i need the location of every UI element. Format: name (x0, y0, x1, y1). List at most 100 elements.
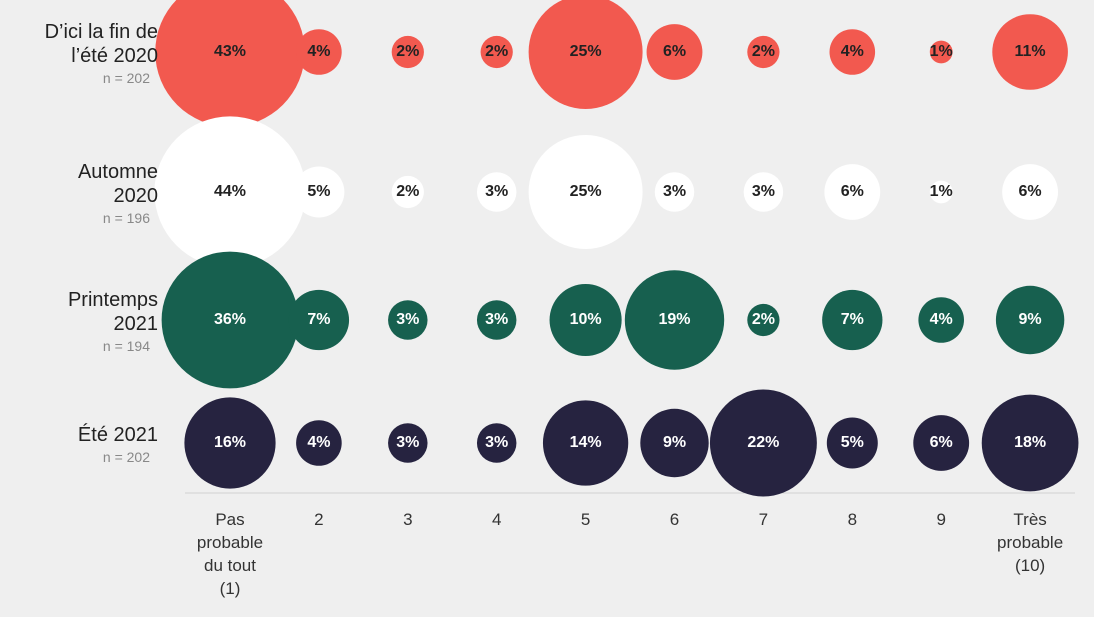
bubble (824, 164, 881, 220)
bubble (293, 166, 345, 218)
value-label: 6% (841, 183, 864, 200)
bubble (992, 14, 1068, 90)
bubble (826, 417, 878, 469)
bubble (391, 175, 424, 209)
bubble (1002, 164, 1059, 220)
x-tick-label: 9 (936, 510, 946, 529)
row-sample: n = 194 (102, 338, 150, 354)
x-tick-label: 7 (758, 510, 769, 529)
bubble (391, 35, 424, 69)
bubble (388, 300, 428, 340)
bubble (829, 29, 876, 75)
value-label: 6% (930, 434, 953, 451)
value-label: 44% (214, 183, 246, 200)
bubble (654, 172, 695, 212)
value-label: 7% (307, 311, 330, 328)
bubble (624, 270, 725, 370)
x-tick-label: Pas probable du tout (1) (196, 510, 264, 598)
value-label: 25% (570, 183, 602, 200)
row-label: Printemps 2021 (67, 289, 158, 335)
x-tick-label: 3 (403, 510, 413, 529)
value-label: 3% (485, 183, 508, 200)
bubble (476, 423, 517, 463)
x-tick-label: 8 (847, 510, 858, 529)
value-label: 1% (930, 183, 953, 200)
value-label: 2% (752, 43, 775, 60)
x-tick-label: 4 (491, 510, 502, 529)
bubble (542, 400, 629, 486)
value-label: 5% (841, 434, 864, 451)
value-label: 36% (214, 311, 246, 328)
bubble (528, 135, 643, 249)
x-tick-label: Très probable (10) (997, 510, 1064, 575)
value-label: 22% (747, 434, 779, 451)
value-label: 9% (1019, 311, 1042, 328)
value-label: 2% (752, 311, 775, 328)
value-label: 2% (485, 43, 508, 60)
value-label: 4% (841, 43, 864, 60)
bubble (929, 180, 953, 204)
bubble (288, 289, 350, 351)
bubble (995, 285, 1065, 355)
value-label: 3% (396, 434, 419, 451)
value-label: 3% (663, 183, 686, 200)
value-label: 3% (485, 311, 508, 328)
value-label: 1% (930, 43, 953, 60)
row-label: Été 2021 (77, 424, 158, 446)
bubble (640, 408, 709, 478)
bubble (296, 29, 342, 75)
value-label: 2% (396, 43, 419, 60)
value-label: 6% (1019, 183, 1042, 200)
bubble (913, 415, 970, 471)
x-tick-label: 6 (669, 510, 680, 529)
value-label: 3% (396, 311, 419, 328)
bubble (161, 251, 299, 389)
row-sample: n = 202 (102, 449, 150, 465)
value-label: 11% (1015, 43, 1046, 60)
bubble (549, 283, 622, 357)
bubble (918, 297, 964, 343)
value-label: 3% (485, 434, 508, 451)
bubble (743, 172, 784, 212)
value-label: 6% (663, 43, 686, 60)
value-label: 14% (570, 434, 602, 451)
bubble (747, 303, 780, 337)
bubble (184, 397, 276, 489)
value-label: 4% (307, 43, 330, 60)
value-label: 10% (570, 311, 602, 328)
row-label: Automne 2020 (77, 161, 158, 207)
bubble (528, 0, 643, 109)
row-sample: n = 196 (102, 210, 150, 226)
bubble (155, 0, 305, 127)
bubble (296, 420, 342, 466)
value-label: 4% (930, 311, 953, 328)
value-label: 2% (396, 183, 419, 200)
value-label: 25% (570, 43, 602, 60)
bubble (981, 394, 1079, 492)
x-tick-label: 2 (314, 510, 324, 529)
x-tick-label: 5 (580, 510, 591, 529)
bubble (646, 24, 703, 80)
bubble (476, 172, 517, 212)
bubble (476, 300, 517, 340)
value-label: 3% (752, 183, 775, 200)
row-label: D’ici la fin de l’été 2020 (44, 21, 158, 67)
bubble (154, 116, 306, 268)
value-label: 43% (214, 43, 246, 60)
bubble (822, 289, 883, 351)
value-label: 16% (214, 434, 246, 451)
bubble (929, 40, 953, 64)
value-label: 4% (307, 434, 330, 451)
value-label: 7% (841, 311, 864, 328)
value-label: 18% (1014, 434, 1046, 451)
value-label: 5% (307, 183, 330, 200)
bubble (709, 389, 817, 497)
row-sample: n = 202 (102, 70, 150, 86)
bubble (388, 423, 428, 463)
value-label: 19% (658, 311, 690, 328)
bubble (480, 35, 513, 69)
value-label: 9% (663, 434, 686, 451)
bubble (747, 35, 780, 69)
